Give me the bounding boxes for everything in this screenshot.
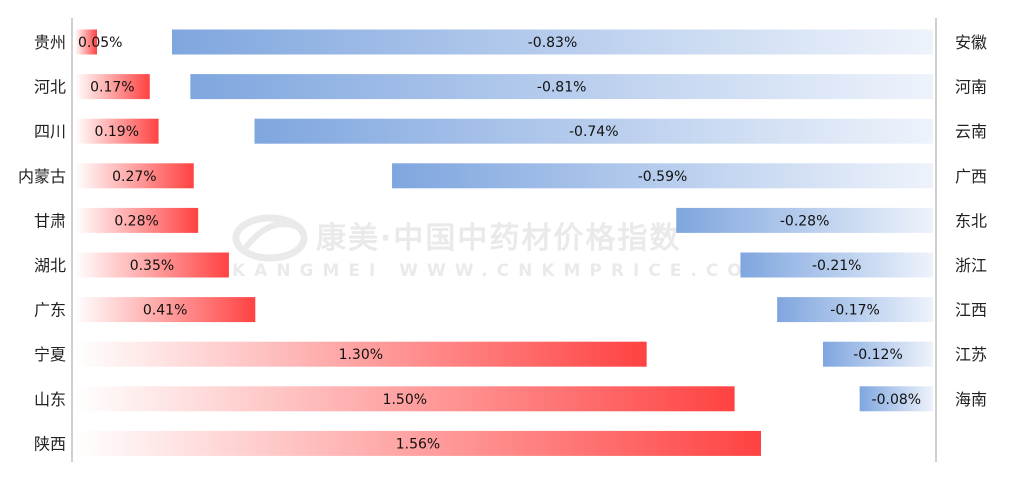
fall-value-label: -0.74% [569,124,619,140]
rise-category-label: 四川 [34,122,66,141]
fall-value-label: -0.59% [638,169,688,185]
fall-category-label: 广西 [955,167,987,186]
rise-value-label: 0.35% [130,258,174,274]
rise-bar [75,118,159,144]
fall-bar [254,118,933,144]
fall-bar [190,74,934,100]
fall-category-label: 海南 [955,390,987,409]
rise-category-label: 宁夏 [34,345,66,364]
rise-value-label: 0.28% [114,213,158,229]
fall-bar [822,341,933,367]
rise-value-label: 1.56% [396,436,440,452]
fall-category-label: 江西 [955,301,987,320]
rise-bar [75,430,761,456]
rise-category-label: 内蒙古 [18,167,66,186]
rise-bar [75,29,97,55]
fall-category-label: 浙江 [955,256,987,275]
rise-value-label: 1.30% [339,347,383,363]
rise-category-label: 贵州 [34,33,66,52]
fall-value-label: -0.81% [537,80,587,96]
rise-value-label: 0.41% [143,303,187,319]
rise-category-label: 广东 [34,301,66,320]
fall-category-label: 东北 [955,211,987,230]
rise-value-label: 0.05% [78,35,122,51]
rise-bar [75,74,150,100]
watermark: 康美·中国中药材价格指数 KANGMEI WWW.CNKMPRICE.COM [232,214,777,281]
rise-bar [75,386,735,412]
rise-category-label: 陕西 [34,434,66,453]
rise-bar [75,297,256,323]
fall-value-label: -0.28% [780,213,830,229]
rise-value-label: 0.19% [95,124,139,140]
fall-bar [859,386,933,412]
watermark-logo-icon [232,214,308,262]
rise-category-label: 湖北 [34,256,66,275]
rise-category-label: 甘肃 [34,211,66,230]
rise-bar [75,252,229,278]
fall-value-label: -0.08% [872,392,922,408]
rise-category-label: 山东 [34,390,66,409]
fall-bar [777,297,933,323]
fall-bar [676,207,933,233]
rising-provinces-series: 贵州 0.05% 河北 0.17% 四川 0.19% 内蒙古 0.27% 甘肃 0.28% 湖北 0.… [18,29,761,456]
falling-provinces-series: 安徽 -0.83% 河南 -0.81% 云南 -0.74% 广西 -0.59% 东北 -0.28%… [172,29,987,412]
fall-category-label: 江苏 [955,345,987,364]
rise-value-label: 0.27% [112,169,156,185]
fall-bar [740,252,933,278]
fall-value-label: -0.21% [812,258,862,274]
watermark-text-cn: 康美·中国中药材价格指数 [316,221,681,256]
rise-category-label: 河北 [34,78,66,97]
fall-category-label: 河南 [955,78,987,97]
rise-value-label: 1.50% [383,392,427,408]
fall-category-label: 安徽 [955,33,987,52]
fall-value-label: -0.83% [528,35,578,51]
rise-value-label: 0.17% [90,80,134,96]
fall-bar [172,29,933,55]
fall-value-label: -0.12% [853,347,903,363]
rise-bar [75,163,194,189]
watermark-text-en: KANGMEI WWW.CNKMPRICE.COM [232,261,777,281]
fall-value-label: -0.17% [830,303,880,319]
rise-bar [75,207,199,233]
rise-bar [75,341,647,367]
fall-bar [392,163,933,189]
fall-category-label: 云南 [955,122,987,141]
